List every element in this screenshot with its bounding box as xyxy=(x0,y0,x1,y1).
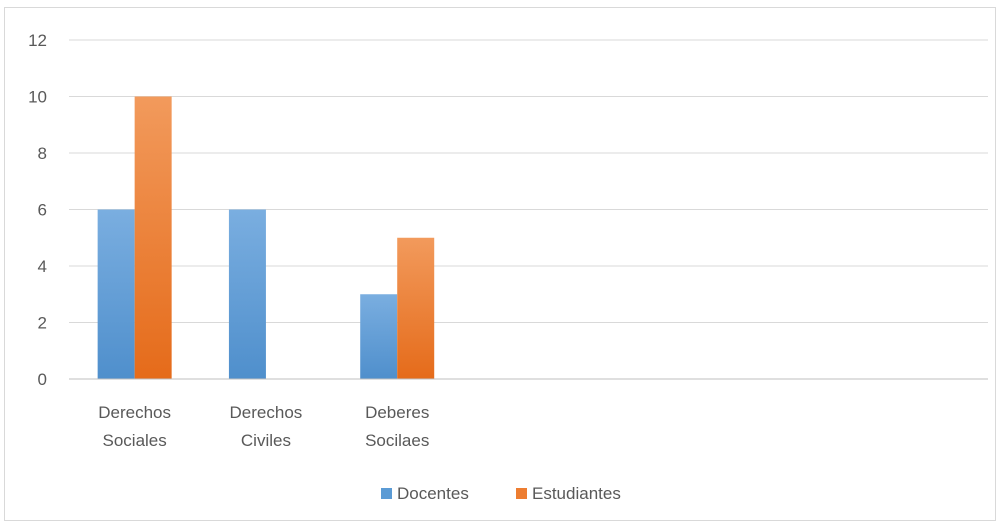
legend-label: Docentes xyxy=(397,484,469,503)
gridlines xyxy=(69,39,988,323)
y-tick-label: 12 xyxy=(28,31,47,50)
y-tick-label: 2 xyxy=(38,314,47,333)
legend-label: Estudiantes xyxy=(532,484,621,503)
y-tick-label: 6 xyxy=(38,201,47,220)
y-tick-label: 10 xyxy=(28,88,47,107)
y-tick-label: 0 xyxy=(38,370,47,389)
y-tick-label: 4 xyxy=(38,257,47,276)
category-label: Socilaes xyxy=(365,431,429,450)
x-axis-categories: Derechos Sociales Derechos Civiles Deberes So… xyxy=(98,403,429,450)
category-label: Derechos xyxy=(230,403,303,422)
legend-swatch-docentes xyxy=(381,488,392,499)
bar-estudiantes-0 xyxy=(134,96,172,379)
bar-docentes-0 xyxy=(97,209,135,379)
bars xyxy=(97,96,435,379)
category-label: Sociales xyxy=(103,431,167,450)
bar-estudiantes-2 xyxy=(397,237,435,379)
legend: Docentes Estudiantes xyxy=(381,484,621,503)
y-tick-label: 8 xyxy=(38,144,47,163)
category-label: Civiles xyxy=(241,431,291,450)
category-label: Deberes xyxy=(365,403,429,422)
y-axis-ticks: 0 2 4 6 8 10 12 xyxy=(28,31,47,389)
bar-docentes-2 xyxy=(360,294,398,379)
category-label: Derechos xyxy=(98,403,171,422)
bar-docentes-1 xyxy=(228,209,266,379)
legend-swatch-estudiantes xyxy=(516,488,527,499)
